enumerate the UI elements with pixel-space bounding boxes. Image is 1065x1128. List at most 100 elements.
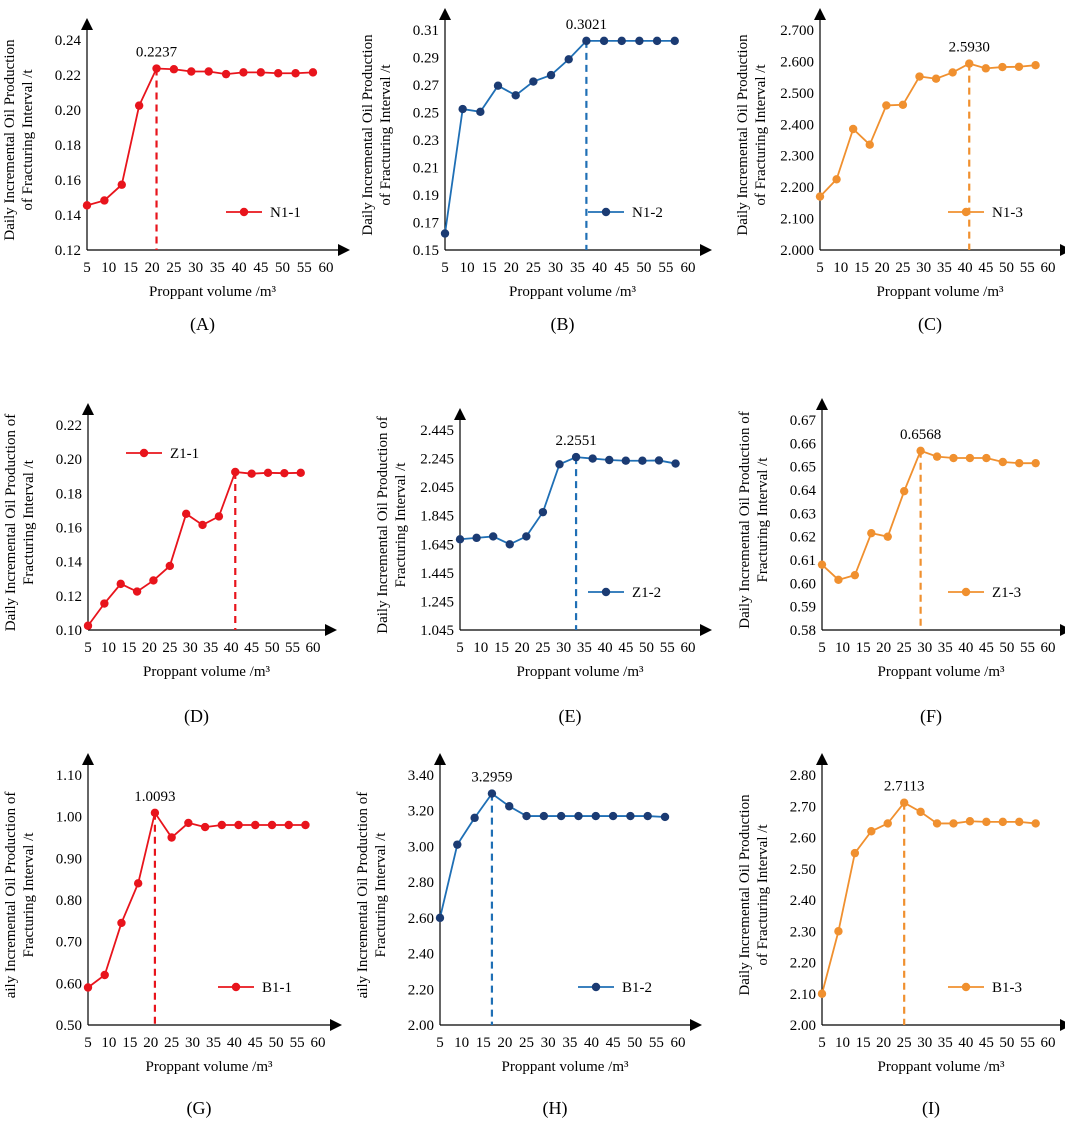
data-point [134,101,144,110]
data-point [948,68,957,77]
y-tick-label: 2.300 [780,149,814,165]
y-tick-label: 3.00 [408,839,434,855]
data-point [487,789,497,798]
data-point [221,69,231,79]
y-axis-title: Daily Incremental Oil Production [360,34,376,236]
y-tick-label: 0.20 [55,103,81,119]
series-line [87,810,306,989]
data-point [204,67,213,76]
legend-label: B1-3 [992,980,1022,996]
x-tick-label: 20 [876,640,891,656]
x-tick-label: 55 [1020,1035,1035,1051]
chart-panel: 5 10 15 20 25 30 35 40 45 50 55 60 0.50 0.60 0.70 0.80 0… [3,753,342,1119]
panel-label: (D) [184,706,209,727]
data-point [231,467,240,477]
y-axis-title: of Fracturing Interval /t [755,824,771,966]
legend-label: Z1-1 [170,446,199,462]
legend-label: N1-3 [992,205,1023,221]
y-tick-label: 2.80 [790,768,816,784]
data-point [931,74,941,83]
legend-marker [239,207,249,217]
x-tick-label: 5 [83,260,91,276]
x-tick-label: 5 [441,260,449,276]
y-tick-label: 2.30 [790,924,816,940]
x-axis-arrow [330,1019,342,1031]
y-tick-label: 0.10 [56,623,82,639]
y-tick-label: 2.000 [780,243,814,259]
data-point [214,512,224,521]
x-tick-label: 35 [570,260,585,276]
data-point [184,818,193,828]
legend-marker [139,448,149,458]
x-tick-label: 60 [311,1035,326,1051]
data-point [949,819,958,828]
x-tick-label: 35 [938,640,953,656]
x-axis-title: Proppant volume /m³ [517,664,644,680]
data-point [301,820,310,830]
x-tick-label: 5 [456,640,464,656]
x-tick-label: 25 [526,260,541,276]
data-point [263,468,273,478]
chart-panel: 5 10 15 20 25 30 35 40 45 50 55 60 2.000 2.100 2.200 2.… [735,8,1065,335]
y-axis-title: Fracturing Interval /t [373,832,389,958]
x-tick-label: 15 [123,260,138,276]
series-line [821,449,1036,581]
x-axis-title: Proppant volume /m³ [878,664,1005,680]
y-axis-arrow [82,403,94,415]
series-line [459,456,676,546]
data-point [981,64,991,73]
x-tick-label: 20 [876,1035,891,1051]
y-tick-label: 0.16 [55,173,82,189]
x-tick-label: 20 [515,640,530,656]
y-tick-label: 2.200 [780,180,814,196]
x-axis-arrow [325,624,337,636]
x-tick-label: 60 [319,260,334,276]
data-point [1015,817,1024,827]
data-point [538,507,548,517]
y-tick-label: 0.21 [413,161,439,177]
x-tick-label: 10 [835,640,850,656]
x-tick-label: 15 [476,1035,491,1051]
data-point [476,107,485,117]
x-tick-label: 15 [121,640,136,656]
y-tick-label: 2.600 [780,54,814,70]
data-point [256,68,266,77]
y-tick-label: 0.65 [790,460,816,476]
chart-panel: 5 10 15 20 25 30 35 40 45 50 55 60 1.045 1.245 1.445 1.… [375,408,712,727]
data-point [867,827,876,836]
data-point [850,848,860,858]
x-tick-label: 30 [916,260,931,276]
x-axis-title: Proppant volume /m³ [878,1059,1005,1075]
x-tick-label: 40 [592,260,607,276]
x-tick-label: 20 [145,260,160,276]
y-tick-label: 2.100 [780,212,814,228]
x-tick-label: 55 [297,260,312,276]
chart-panel: 5 10 15 20 25 30 35 40 45 50 55 60 2.00 2.10 2.20 2.30 2… [737,753,1065,1119]
data-point [198,520,207,530]
y-tick-label: 0.12 [56,589,82,605]
peak-value-label: 0.3021 [566,17,607,33]
data-point [274,69,283,78]
panel-label: (G) [187,1098,212,1119]
legend-marker [961,587,971,597]
x-tick-label: 40 [958,260,973,276]
y-tick-label: 0.58 [790,623,816,639]
y-tick-label: 0.22 [56,418,82,434]
x-tick-label: 10 [454,1035,469,1051]
data-point [83,621,93,630]
x-tick-label: 25 [164,1035,179,1051]
data-point [149,576,158,585]
chart-panel: 5 10 15 20 25 30 35 40 45 50 55 60 0.58 0.59 0.60 0.61 0… [737,398,1065,727]
data-point [899,486,909,496]
series-line [87,471,301,627]
legend-marker [961,982,971,992]
x-tick-label: 10 [833,260,848,276]
y-axis-arrow [82,753,94,765]
x-tick-label: 25 [535,640,550,656]
x-tick-label: 30 [917,1035,932,1051]
x-tick-label: 30 [548,260,563,276]
data-point [470,813,479,823]
y-tick-label: 2.40 [408,947,434,963]
data-point [652,36,662,46]
y-tick-label: 0.19 [413,188,439,204]
